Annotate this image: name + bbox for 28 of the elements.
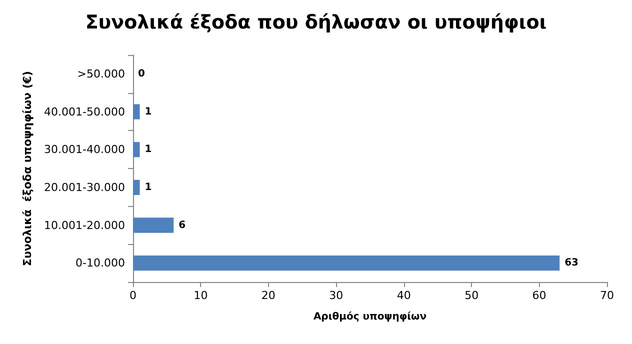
data-label: 1	[144, 182, 152, 193]
x-tick-label: 50	[464, 289, 479, 302]
x-tick-label: 10	[194, 289, 208, 302]
y-tick-label: >50.000	[77, 67, 125, 80]
data-label: 1	[144, 144, 152, 156]
data-label: 0	[138, 68, 145, 80]
data-label: 1	[144, 106, 152, 118]
x-tick-label: 0	[130, 289, 136, 302]
bar	[133, 218, 174, 233]
data-label: 6	[178, 220, 186, 231]
chart-title: Συνολικά έξοδα που δήλωσαν οι υποψήφιοι	[85, 12, 547, 34]
y-tick-label: 10.001-20.000	[44, 218, 125, 232]
x-tick-label: 20	[261, 289, 276, 302]
bar	[133, 104, 140, 120]
bar	[133, 256, 560, 271]
y-tick-label: 30.001-40.000	[44, 143, 125, 156]
data-label: 63	[564, 258, 579, 269]
y-tick-label: 0-10.000	[76, 256, 125, 270]
x-tick-label: 40	[396, 289, 411, 302]
x-axis-title: Αριθμός υποψηφίων	[313, 312, 427, 322]
y-axis-title: Συνολικά έξοδα υποψηφίων (€)	[21, 70, 34, 266]
bar	[133, 180, 140, 195]
x-tick-label: 30	[329, 289, 344, 302]
y-tick-label: 20.001-30.000	[44, 180, 125, 194]
x-tick-label: 60	[532, 289, 546, 302]
x-tick-label: 70	[600, 289, 614, 302]
y-tick-label: 40.001-50.000	[44, 105, 125, 118]
bar	[133, 142, 140, 158]
